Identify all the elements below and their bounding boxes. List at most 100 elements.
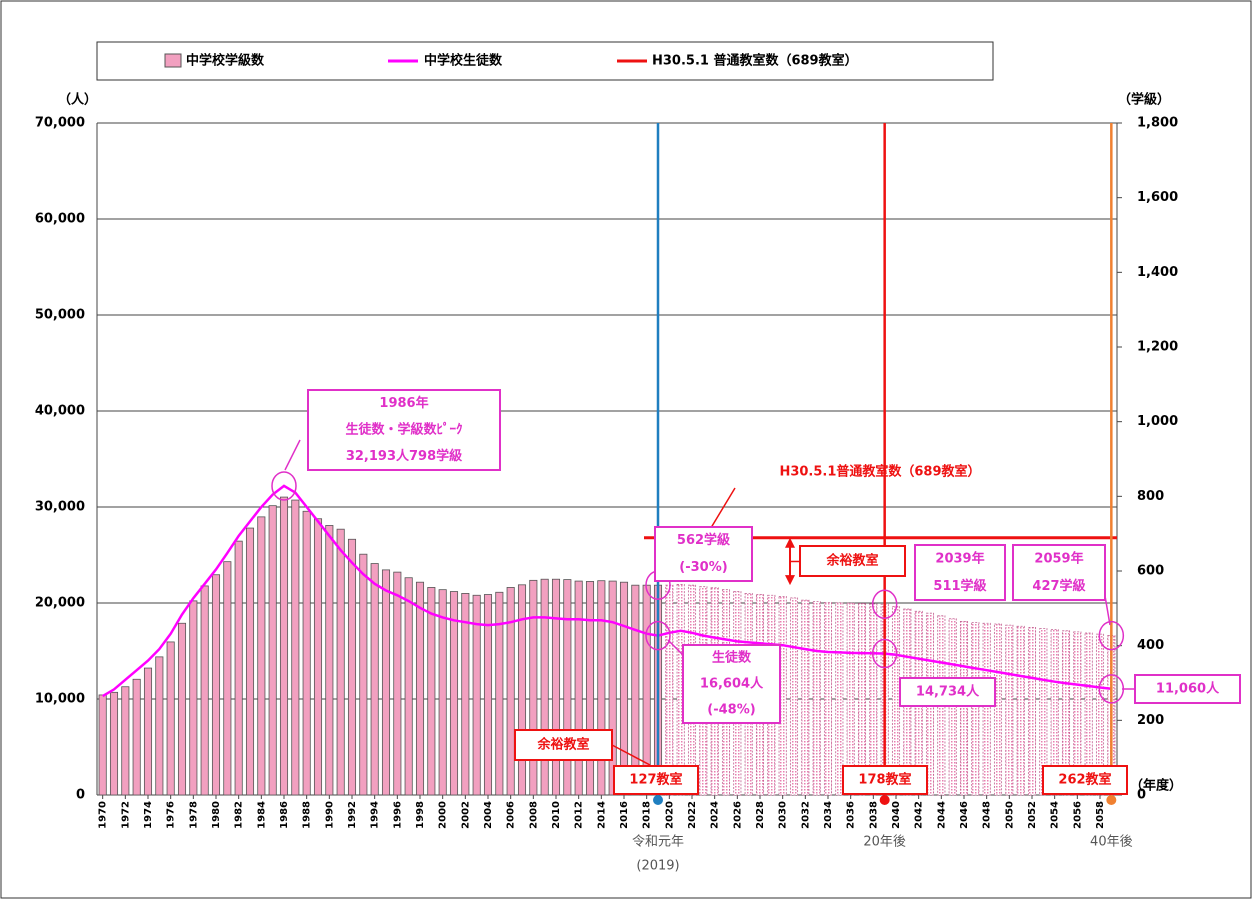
bar (143, 667, 153, 796)
bar (200, 585, 209, 796)
line (102, 484, 1112, 698)
x-tick-label: 2000 (438, 801, 449, 829)
highlight-circle (271, 471, 297, 501)
x-tick-label: 1986 (279, 801, 290, 829)
connector (611, 744, 651, 766)
x-tick-label: 2034 (823, 801, 834, 829)
x-unit: （年度） (1130, 778, 1182, 794)
marker-dot (653, 795, 663, 805)
y2-tick-label: 1,400 (1137, 265, 1178, 280)
y2-tick-label: 1,800 (1137, 116, 1178, 131)
y2-tick-label: 600 (1137, 564, 1164, 579)
connector (284, 439, 301, 471)
marker-label: 20年後 (863, 835, 906, 850)
bar (449, 591, 459, 796)
bar (608, 580, 617, 796)
y2-tick-label: 1,600 (1137, 190, 1178, 205)
bar (234, 540, 243, 796)
x-tick-label: 1988 (302, 801, 313, 829)
bar (155, 656, 164, 796)
bar (1016, 625, 1025, 796)
y-tick-label: 50,000 (35, 308, 85, 323)
x-tick-label: 2028 (755, 801, 766, 829)
annotation-text: 427学級 (1032, 578, 1085, 594)
annotation-text: 562学級 (677, 532, 730, 548)
legend-swatch (164, 53, 182, 68)
bar (1027, 626, 1037, 796)
annotation-text: 生徒数・学級数ﾋﾟｰｸ (345, 422, 463, 438)
x-tick-label: 2010 (551, 801, 562, 829)
x-tick-label: 2032 (800, 801, 811, 829)
bar (1073, 631, 1082, 796)
legend-label: 中学校生徒数 (424, 53, 503, 69)
bar (506, 587, 515, 796)
bar (812, 601, 821, 796)
marker-dot (1106, 795, 1117, 805)
bar (347, 538, 357, 796)
bar (370, 563, 379, 796)
bar (393, 571, 402, 796)
y-tick-label: 0 (76, 788, 85, 803)
annotation-text: 127教室 (629, 772, 682, 788)
x-tick-label: 1972 (120, 801, 131, 829)
annotation-text: 178教室 (858, 772, 911, 788)
bar (121, 686, 130, 796)
y2-tick-label: 200 (1137, 713, 1164, 728)
bar (166, 641, 175, 796)
highlight-circle (645, 620, 671, 651)
y2-tick-label: 400 (1137, 638, 1164, 653)
highlight-circle (1098, 620, 1125, 651)
bar (404, 577, 413, 796)
bar (1005, 624, 1014, 796)
bar (823, 601, 833, 796)
annotation-text: 32,193人798学級 (346, 448, 462, 464)
bar (529, 579, 538, 796)
annotation-text: 余裕教室 (536, 737, 589, 753)
bar (563, 579, 572, 796)
y-tick-label: 70,000 (35, 116, 85, 131)
x-tick-label: 1998 (415, 801, 426, 829)
x-tick-label: 2036 (846, 801, 857, 829)
y-tick-label: 40,000 (35, 404, 85, 419)
bar (98, 694, 107, 796)
marker-label: 令和元年 (632, 835, 684, 850)
bar (857, 603, 867, 796)
legend-box (96, 41, 994, 81)
x-tick-label: 2002 (460, 801, 471, 829)
bar (313, 518, 323, 796)
bar (574, 580, 583, 796)
y-unit: （人） (58, 92, 97, 108)
bar (1039, 628, 1048, 796)
marker-label: 40年後 (1090, 835, 1133, 850)
y-tick-label: 60,000 (35, 212, 85, 227)
y2-unit: （学級） (1118, 92, 1170, 108)
annotation-box (514, 729, 613, 761)
annotation-text: 262教室 (1058, 772, 1111, 788)
y2-tick-label: 0 (1137, 788, 1146, 803)
bar (245, 527, 255, 796)
marker-label: (2019) (636, 859, 679, 874)
x-tick-label: 2040 (891, 801, 902, 829)
annotation-text: 余裕教室 (825, 553, 878, 569)
x-tick-label: 2050 (1004, 801, 1015, 829)
annotation-text: (-48%) (707, 703, 755, 718)
bar (279, 496, 289, 796)
legend-label: 中学校学級数 (186, 53, 265, 69)
bar (472, 594, 481, 796)
bar (461, 593, 470, 796)
bar (109, 691, 119, 796)
x-tick-label: 2024 (710, 801, 721, 829)
y-tick-label: 10,000 (35, 692, 85, 707)
bar (325, 525, 334, 796)
annotation-text: 1986年 (379, 395, 428, 411)
annotation-text: 2039年 (935, 550, 984, 566)
bar (801, 599, 810, 796)
bar (336, 528, 345, 796)
x-tick-label: 2046 (959, 801, 970, 829)
x-tick-label: 2006 (506, 801, 517, 829)
x-tick-label: 1976 (166, 801, 177, 829)
y2-tick-label: 800 (1137, 489, 1164, 504)
annotation-box (1042, 765, 1128, 795)
x-tick-label: 1980 (211, 801, 222, 829)
